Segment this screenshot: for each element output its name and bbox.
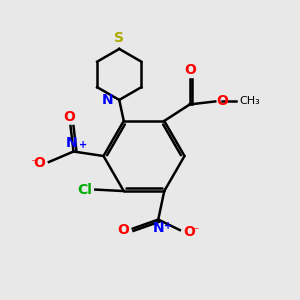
Text: +: + bbox=[79, 140, 87, 150]
Text: ⁻: ⁻ bbox=[30, 157, 37, 170]
Text: O: O bbox=[183, 225, 195, 238]
Text: N: N bbox=[102, 93, 114, 107]
Text: O: O bbox=[117, 223, 129, 237]
Text: ⁻: ⁻ bbox=[192, 225, 199, 238]
Text: CH₃: CH₃ bbox=[239, 96, 260, 106]
Text: O: O bbox=[217, 94, 229, 108]
Text: S: S bbox=[114, 31, 124, 45]
Text: O: O bbox=[33, 157, 45, 170]
Text: Cl: Cl bbox=[77, 183, 92, 196]
Text: N: N bbox=[66, 136, 78, 150]
Text: N: N bbox=[152, 221, 164, 235]
Text: O: O bbox=[184, 62, 196, 76]
Text: O: O bbox=[63, 110, 75, 124]
Text: +: + bbox=[164, 221, 172, 231]
